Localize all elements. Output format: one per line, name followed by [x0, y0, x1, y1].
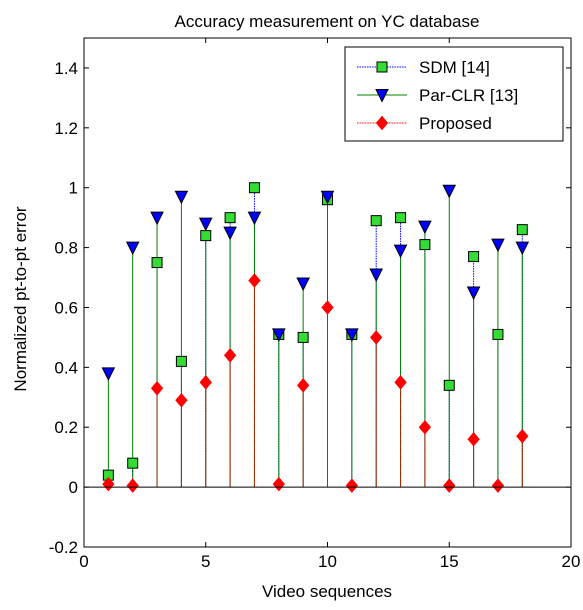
marker-3-12 [370, 330, 383, 345]
marker-2-2 [125, 241, 140, 256]
x-axis-label: Video sequences [262, 582, 392, 601]
marker-3-10 [321, 300, 334, 315]
y-tick-label-1: -0.2 [49, 538, 78, 557]
marker-1-6 [224, 212, 236, 224]
markers-layer [101, 182, 530, 493]
marker-1-12 [370, 215, 382, 227]
marker-3-3 [150, 381, 164, 396]
axes-layer: 0 5 10 15 20-0.200.20.40.60.811.21.4 [49, 37, 581, 571]
y-tick-label-2: 0 [69, 478, 78, 497]
marker-1-18 [516, 224, 528, 236]
legend-marker-1 [376, 61, 388, 73]
y-axis-label: Normalized pt-to-pt error [11, 206, 30, 392]
y-tick-label-8: 1.2 [54, 119, 78, 138]
marker-3-16 [467, 431, 480, 447]
legend-marker-3 [375, 115, 389, 131]
marker-3-11 [345, 478, 359, 493]
x-tick-label-5: 20 [562, 552, 581, 571]
marker-3-7 [248, 273, 261, 288]
marker-2-14 [418, 220, 432, 235]
marker-3-4 [175, 393, 188, 408]
y-tick-label-4: 0.4 [54, 358, 78, 377]
marker-3-18 [516, 428, 529, 444]
marker-2-17 [491, 238, 505, 253]
marker-2-12 [369, 268, 384, 283]
marker-1-2 [127, 457, 139, 469]
marker-2-1 [101, 367, 116, 381]
marker-1-3 [151, 257, 163, 269]
marker-3-17 [491, 478, 505, 493]
marker-2-9 [296, 277, 310, 292]
x-tick-label-1: 0 [79, 552, 88, 571]
marker-2-5 [198, 217, 213, 232]
marker-1-5 [200, 230, 212, 242]
marker-2-18 [515, 241, 530, 256]
marker-1-4 [175, 355, 187, 367]
chart-title: Accuracy measurement on YC database [175, 12, 480, 31]
y-tick-label-5: 0.6 [54, 298, 78, 317]
marker-2-11 [345, 328, 359, 343]
y-tick-label-7: 1 [69, 179, 78, 198]
marker-2-4 [174, 190, 189, 205]
marker-3-5 [199, 375, 212, 390]
marker-3-13 [394, 375, 407, 390]
stems-layer [107, 187, 523, 488]
legend-marker-2 [375, 89, 389, 103]
marker-1-14 [419, 239, 431, 251]
marker-1-9 [297, 331, 309, 343]
marker-3-9 [296, 378, 310, 393]
y-tick-label-9: 1.4 [54, 59, 78, 78]
legend-label-1: SDM [14] [419, 58, 490, 77]
marker-3-15 [443, 478, 456, 493]
legend-label-2: Par-CLR [13] [419, 86, 518, 105]
x-tick-label-4: 15 [440, 552, 459, 571]
marker-1-15 [443, 379, 455, 391]
marker-2-15 [442, 184, 457, 199]
marker-3-6 [223, 348, 237, 363]
y-tick-label-3: 0.2 [54, 418, 78, 437]
x-tick-label-3: 10 [318, 552, 337, 571]
marker-2-3 [150, 211, 164, 226]
marker-3-14 [418, 419, 432, 435]
marker-2-10 [320, 190, 335, 205]
legend-label-3: Proposed [419, 114, 492, 133]
marker-1-7 [248, 182, 260, 194]
y-tick-label-6: 0.8 [54, 239, 78, 258]
x-tick-label-2: 5 [201, 552, 210, 571]
marker-2-13 [393, 244, 408, 259]
marker-1-16 [468, 251, 480, 263]
marker-3-2 [126, 478, 139, 493]
marker-2-8 [271, 328, 286, 343]
marker-2-7 [247, 211, 262, 226]
marker-2-16 [466, 286, 481, 301]
marker-2-6 [223, 226, 237, 241]
marker-1-13 [395, 212, 407, 224]
marker-1-17 [492, 328, 504, 340]
legend: SDM [14] Par-CLR [13] Proposed [344, 46, 564, 142]
